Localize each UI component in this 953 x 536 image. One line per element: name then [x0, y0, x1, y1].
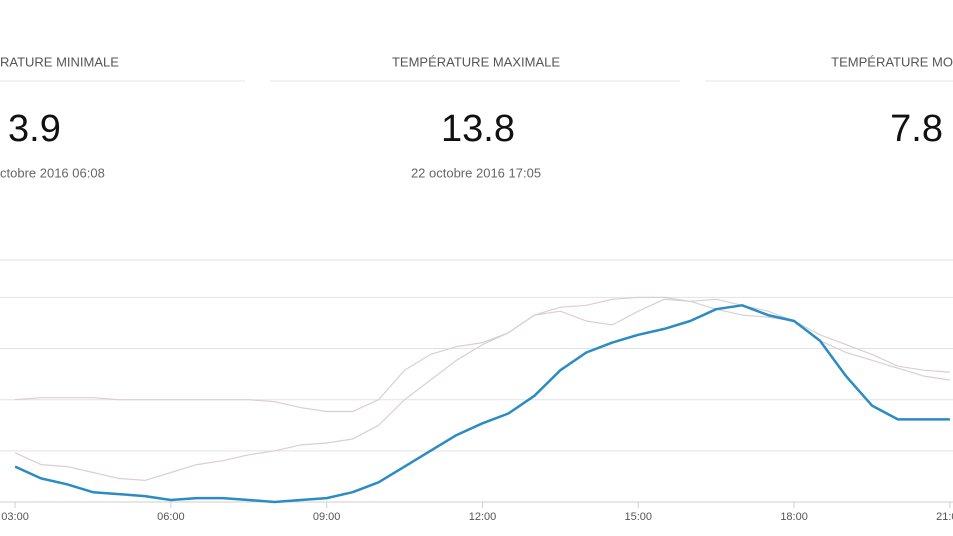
x-tick-label: 03:00 — [1, 511, 29, 523]
stat-value: 7.8 — [890, 108, 943, 150]
x-tick-label: 18:00 — [780, 511, 808, 523]
x-tick-label: 12:00 — [469, 511, 497, 523]
stat-date: ctobre 2016 06:08 — [0, 165, 105, 180]
stat-date: 22 octobre 2016 17:05 — [411, 165, 541, 180]
x-tick-label: 21:00 — [936, 511, 953, 523]
stat-title: TEMPÉRATURE MAXIMALE — [392, 54, 560, 69]
line — [14, 304, 950, 504]
stat-value: 3.9 — [8, 108, 61, 150]
x-tick-label: 06:00 — [157, 511, 185, 523]
x-tick-label: 15:00 — [625, 511, 653, 523]
chart: 03:00 06:00 09:00 12:00 15:00 18:00 21:00 — [0, 259, 953, 523]
stat-title: TEMPÉRATURE MO — [831, 54, 953, 69]
line — [14, 298, 950, 481]
stat-title: RATURE MINIMALE — [0, 54, 119, 69]
stat-value: 13.8 — [441, 108, 515, 150]
x-tick-label: 09:00 — [313, 511, 341, 523]
line — [15, 296, 950, 413]
